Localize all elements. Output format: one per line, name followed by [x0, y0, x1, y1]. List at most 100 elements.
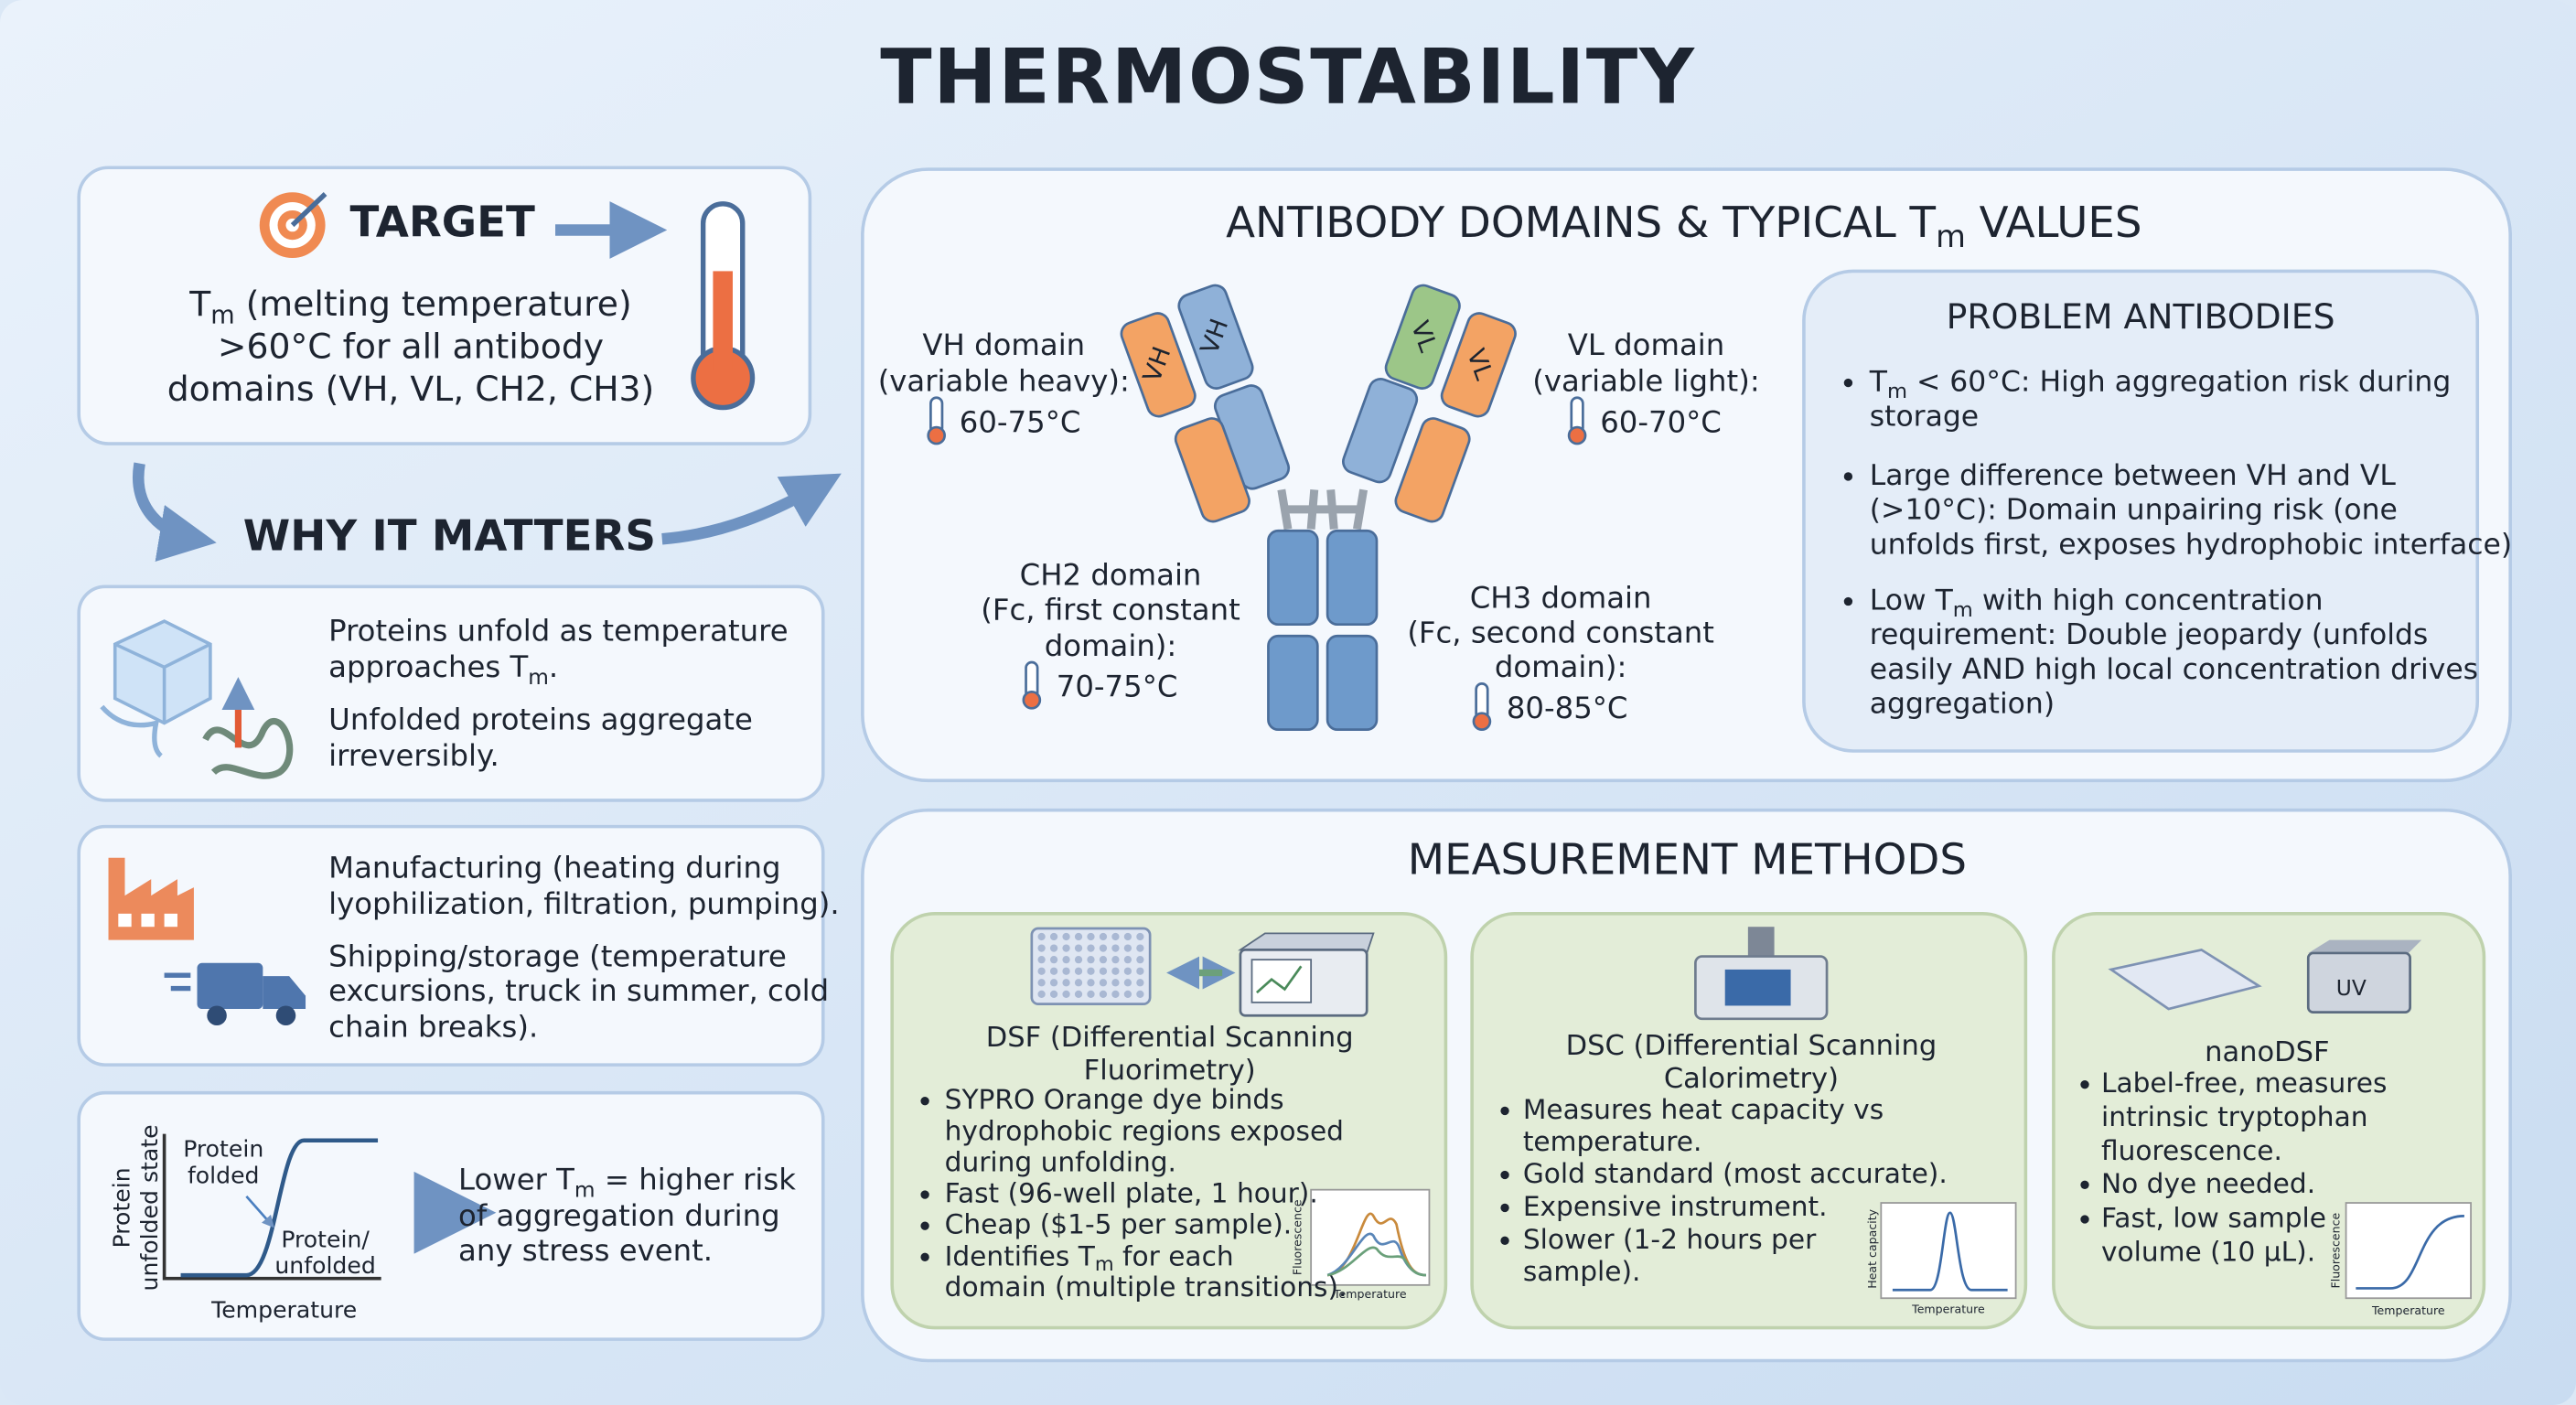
- unfolding-text-part: approaches T: [328, 649, 528, 684]
- bullet-dot: [920, 1252, 929, 1261]
- method-text: Gold standard (most accurate).: [1523, 1157, 1948, 1189]
- stress-text: lyophilization, filtration, pumping).: [328, 886, 840, 921]
- bullet-dot: [1843, 378, 1853, 388]
- well: [1087, 967, 1095, 975]
- well: [1087, 944, 1095, 952]
- well: [1074, 932, 1083, 941]
- stress-text: Manufacturing (heating during: [328, 850, 780, 885]
- well: [1136, 956, 1144, 964]
- well: [1049, 956, 1058, 964]
- well: [1099, 932, 1108, 941]
- well: [1111, 932, 1120, 941]
- well: [1049, 944, 1058, 952]
- bullet-dot: [2080, 1180, 2089, 1189]
- bullet-dot: [1500, 1203, 1509, 1213]
- nanodsf-plate-icon: [2108, 948, 2262, 1011]
- folded-label: Protein: [183, 1136, 263, 1163]
- bullet-dot: [1843, 596, 1853, 606]
- plot-axis-label: Temperature: [210, 1297, 357, 1324]
- well: [1099, 979, 1108, 987]
- truck-icon: [164, 962, 306, 1026]
- well: [1111, 990, 1120, 999]
- factory-icon: [141, 913, 155, 928]
- truck-icon: [164, 972, 191, 978]
- thermometer-icon: [927, 396, 946, 445]
- dsf-instrument-icon: [1238, 932, 1375, 1017]
- problem-text: unfolds first, exposes hydrophobic inter…: [1870, 528, 2512, 561]
- plot-axis-label: Temperature: [2371, 1303, 2445, 1317]
- unfolded-protein-icon: [202, 718, 294, 779]
- method-name: DSC (Differential Scanning: [1566, 1030, 1937, 1062]
- domain-tm: 70-75°C: [1057, 670, 1178, 704]
- plate-wells: [1037, 932, 1144, 999]
- unfolded-label: Protein/: [281, 1226, 370, 1252]
- bullet-dot: [2080, 1215, 2089, 1224]
- well: [1062, 944, 1070, 952]
- well: [1049, 990, 1058, 999]
- arrows: [133, 462, 217, 563]
- domains-heading-part: VALUES: [1966, 198, 2142, 248]
- uv-instrument-icon: [2306, 951, 2411, 1014]
- plot-axis-label: unfolded state: [136, 1124, 163, 1291]
- problem-text: aggregation): [1870, 688, 2055, 721]
- unfolding-curve: [180, 1138, 379, 1278]
- factory-icon: [164, 913, 177, 928]
- dsc-instrument-icon: [1747, 927, 1775, 960]
- well: [1099, 967, 1108, 975]
- well: [1111, 967, 1120, 975]
- thermometer-icon: [1022, 660, 1042, 710]
- target-text-part: T: [188, 284, 211, 324]
- stress-text: chain breaks).: [328, 1010, 538, 1045]
- problem-heading: PROBLEM ANTIBODIES: [1947, 296, 2335, 337]
- uv-instrument-icon: [2306, 939, 2422, 1014]
- thermometer-icon: [713, 271, 733, 370]
- plate-icon: [1030, 927, 1152, 1006]
- well: [1136, 944, 1144, 952]
- target-icon: [259, 192, 327, 259]
- thermometer-bulb: [927, 425, 946, 445]
- method-text: Slower (1-2 hours per: [1523, 1223, 1817, 1255]
- risk-text-part: = higher risk: [596, 1163, 797, 1197]
- plot-axis-label: Temperature: [1911, 1302, 1985, 1315]
- thermometer-icon: [1567, 396, 1587, 445]
- well: [1136, 932, 1144, 941]
- well: [1049, 979, 1058, 987]
- method-text: SYPRO Orange dye binds: [945, 1083, 1284, 1115]
- risk-text-part: m: [574, 1177, 596, 1202]
- arrows: [133, 201, 842, 563]
- thermometer-bulb: [1472, 712, 1492, 731]
- well: [1037, 956, 1046, 964]
- well: [1037, 979, 1046, 987]
- problem-text-part: T: [1869, 366, 1888, 399]
- unfolding-text: Proteins unfold as temperature: [328, 614, 788, 649]
- truck-icon: [263, 976, 306, 1010]
- method-text: during unfolding.: [945, 1145, 1176, 1177]
- domain-tm: 60-70°C: [1600, 404, 1722, 439]
- well: [1099, 990, 1108, 999]
- risk-text: of aggregation during: [458, 1198, 780, 1233]
- domain-label: CH3 domain: [1470, 581, 1652, 616]
- problem-text: Tm < 60°C: High aggregation risk during: [1869, 366, 2452, 403]
- problem-text: storage: [1870, 400, 1979, 433]
- thermometer-bulb: [1567, 425, 1587, 445]
- truck-icon: [275, 1005, 296, 1026]
- domain-label: (variable heavy):: [878, 364, 1130, 399]
- unfolding-text: Unfolded proteins aggregate: [328, 702, 753, 737]
- well: [1099, 944, 1108, 952]
- unfolding-curve: [162, 1133, 497, 1281]
- domain-label: VL domain: [1568, 327, 1724, 362]
- domains-heading: ANTIBODY DOMAINS & TYPICAL Tm VALUES: [1226, 198, 2141, 254]
- well: [1111, 956, 1120, 964]
- domain-label: CH2 domain: [1020, 558, 1202, 593]
- bullet-dot: [1500, 1170, 1509, 1180]
- plot-axis-label: Protein: [109, 1167, 135, 1248]
- domains-heading-part: ANTIBODY DOMAINS & TYPICAL T: [1226, 198, 1936, 248]
- factory-icon: [118, 913, 132, 928]
- antibody-diagram: [1120, 284, 1517, 731]
- domains-heading-part: m: [1936, 219, 1966, 254]
- well: [1123, 932, 1132, 941]
- well: [1062, 932, 1070, 941]
- well: [1123, 956, 1132, 964]
- method-plots: [1310, 1188, 2472, 1300]
